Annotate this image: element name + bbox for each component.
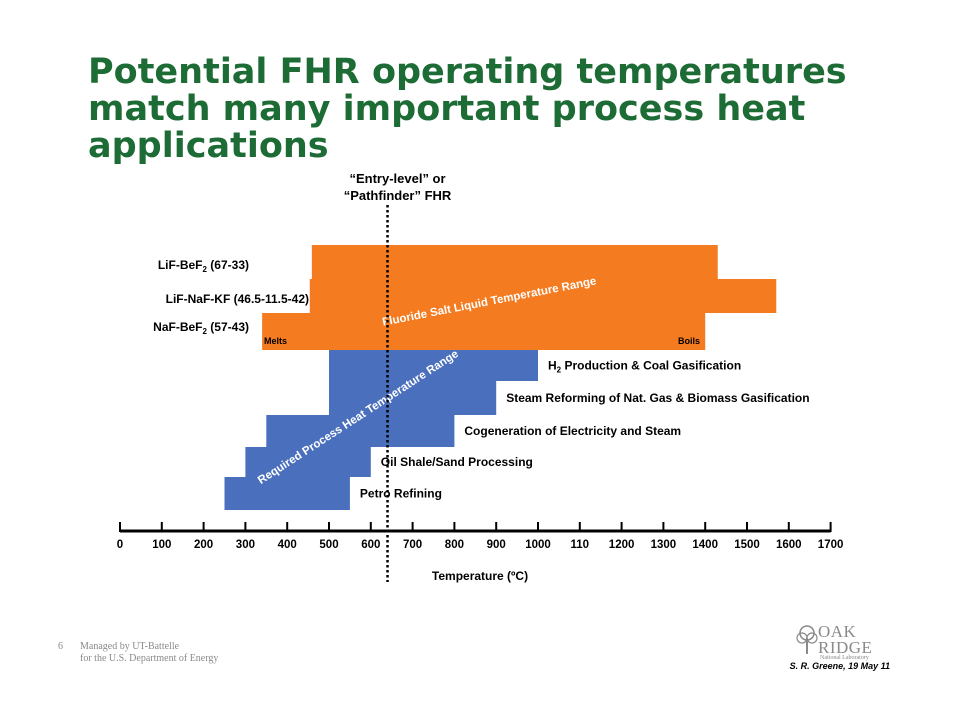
credit: S. R. Greene, 19 May 11 — [789, 661, 890, 671]
entry-level-label: “Entry-level” or — [349, 171, 445, 186]
axis-tick-label: 1400 — [692, 539, 718, 551]
axis-tick-label: 1700 — [818, 539, 844, 551]
process-label: Steam Reforming of Nat. Gas & Biomass Ga… — [506, 391, 809, 405]
axis-tick-label: 1600 — [776, 539, 802, 551]
axis-title: Temperature (ºC) — [432, 569, 528, 583]
axis-tick-label: 1200 — [609, 539, 635, 551]
axis-tick-label: 500 — [319, 539, 338, 551]
process-label: Petro Refining — [360, 487, 442, 501]
process-label: Cogeneration of Electricity and Steam — [464, 424, 681, 438]
axis-tick-label: 700 — [403, 539, 422, 551]
entry-level-label: “Pathfinder” FHR — [344, 188, 452, 203]
axis-tick-label: 110 — [571, 539, 590, 551]
axis-tick-label: 300 — [236, 539, 255, 551]
axis-tick-label: 0 — [117, 539, 123, 551]
boils-label: Boils — [678, 336, 700, 346]
process-range-bar — [224, 477, 350, 510]
logo-line: National Laboratory — [820, 655, 869, 661]
process-label: H2 Production & Coal Gasification — [548, 359, 741, 375]
axis-tick-label: 100 — [152, 539, 171, 551]
salt-label: LiF-BeF2 (67-33) — [158, 258, 249, 274]
logo-line: OAK — [818, 622, 857, 641]
salt-range-bar — [262, 313, 706, 350]
footer-line: Managed by UT-Battelle — [80, 641, 180, 652]
process-range-bar — [329, 381, 497, 415]
title-line: Potential FHR operating temperatures — [88, 52, 847, 92]
axis-tick-label: 200 — [194, 539, 213, 551]
process-range-bar — [329, 350, 538, 381]
melts-label: Melts — [264, 336, 287, 346]
salt-label: NaF-BeF2 (57-43) — [153, 320, 249, 336]
logo-line: RIDGE — [818, 638, 873, 657]
axis-tick-label: 1000 — [525, 539, 551, 551]
page-number: 6 — [58, 641, 63, 652]
footer-line: for the U.S. Department of Energy — [80, 653, 219, 664]
title-line: match many important process heat — [88, 89, 806, 129]
salt-range-bar — [311, 245, 718, 279]
salt-label: LiF-NaF-KF (46.5-11.5-42) — [166, 292, 309, 306]
axis-tick-label: 1500 — [734, 539, 760, 551]
axis-tick-label: 400 — [278, 539, 297, 551]
oak-ridge-tree-icon — [796, 625, 818, 654]
axis-tick-label: 900 — [487, 539, 506, 551]
page-title: Potential FHR operating temperatures mat… — [88, 54, 888, 165]
title-line: applications — [88, 126, 329, 166]
axis-tick-label: 800 — [445, 539, 464, 551]
process-range-bar — [266, 415, 455, 447]
axis-tick-label: 600 — [361, 539, 380, 551]
axis-tick-label: 1300 — [651, 539, 677, 551]
oak-ridge-logo: OAK RIDGE National Laboratory — [796, 622, 876, 662]
process-range-bar — [245, 447, 371, 477]
process-label: Oil Shale/Sand Processing — [381, 455, 533, 469]
